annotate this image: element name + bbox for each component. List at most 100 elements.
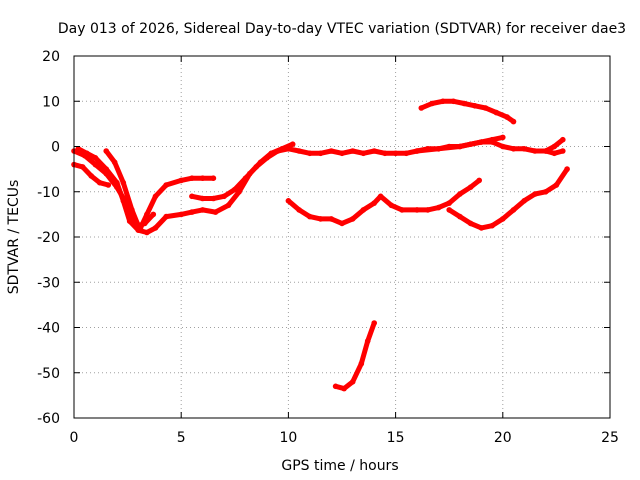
- data-point: [399, 207, 405, 213]
- data-point: [103, 148, 109, 154]
- x-tick-label: 0: [70, 430, 79, 446]
- data-point: [521, 146, 527, 152]
- data-point: [440, 98, 446, 105]
- data-point: [144, 229, 150, 236]
- data-point: [371, 200, 378, 206]
- data-point: [457, 143, 463, 150]
- data-point: [75, 146, 82, 152]
- data-point: [467, 184, 474, 190]
- data-point: [253, 164, 259, 170]
- y-axis-label: SDTVAR / TECUs: [6, 180, 22, 295]
- data-point: [510, 118, 517, 125]
- data-point: [446, 207, 453, 213]
- data-point: [96, 179, 103, 186]
- data-point: [339, 220, 345, 227]
- data-point: [274, 148, 281, 154]
- series-arc-8: [418, 98, 517, 125]
- data-point: [317, 216, 324, 222]
- data-point: [129, 207, 135, 213]
- data-point: [349, 216, 356, 222]
- data-point: [339, 150, 345, 157]
- data-point: [360, 150, 367, 157]
- y-tick-label: 0: [51, 140, 60, 156]
- data-point: [178, 211, 184, 218]
- data-point: [551, 150, 558, 157]
- data-point: [135, 227, 142, 233]
- data-point: [296, 207, 302, 213]
- data-point: [114, 179, 120, 186]
- data-point: [360, 207, 367, 213]
- data-point: [478, 225, 485, 231]
- data-point: [472, 103, 478, 109]
- data-point: [79, 164, 86, 170]
- data-point: [285, 146, 292, 152]
- data-point: [199, 195, 206, 202]
- data-point: [199, 207, 206, 213]
- data-point: [135, 222, 142, 229]
- series-arc-10: [542, 136, 566, 154]
- data-point: [542, 148, 549, 154]
- chart-title: Day 013 of 2026, Sidereal Day-to-day VTE…: [58, 21, 626, 37]
- data-point: [371, 320, 378, 326]
- data-point: [212, 209, 219, 215]
- series-arc-2: [71, 161, 112, 188]
- data-point: [377, 193, 384, 200]
- data-point: [142, 220, 148, 227]
- data-point: [504, 114, 510, 120]
- data-point: [489, 222, 495, 229]
- data-point: [478, 139, 485, 145]
- data-point: [152, 225, 159, 231]
- data-point: [307, 150, 313, 157]
- data-point: [349, 379, 356, 385]
- data-point: [403, 150, 410, 157]
- data-point: [500, 216, 506, 222]
- data-point: [232, 186, 238, 193]
- data-point: [457, 191, 463, 197]
- series-arc-9: [446, 166, 570, 231]
- data-point: [328, 148, 335, 154]
- y-tick-label: -50: [37, 366, 60, 382]
- data-point: [199, 175, 206, 181]
- y-tick-label: -10: [37, 185, 60, 201]
- data-point: [317, 150, 324, 157]
- data-point: [210, 195, 217, 202]
- data-point: [429, 100, 435, 107]
- data-point: [120, 179, 127, 186]
- data-point: [521, 198, 527, 204]
- data-point: [88, 173, 94, 179]
- data-point: [450, 98, 457, 105]
- series-arc-1: [71, 148, 217, 231]
- data-point: [493, 109, 500, 116]
- data-series-layer: [71, 98, 570, 392]
- data-point: [189, 209, 195, 215]
- x-tick-label: 25: [601, 430, 619, 446]
- data-point: [371, 148, 378, 154]
- data-point: [189, 193, 195, 200]
- data-point: [532, 191, 538, 197]
- data-point: [126, 218, 133, 224]
- data-point: [150, 211, 157, 218]
- data-point: [467, 220, 474, 227]
- data-point: [92, 155, 99, 161]
- data-point: [532, 148, 538, 154]
- data-point: [500, 134, 506, 141]
- y-tick-label: -60: [37, 411, 60, 427]
- data-point: [332, 383, 339, 390]
- data-point: [289, 141, 296, 147]
- data-point: [560, 136, 566, 143]
- y-tick-label: 20: [42, 49, 60, 65]
- data-point: [476, 177, 483, 184]
- series-arc-4: [103, 148, 157, 229]
- data-point: [210, 175, 217, 181]
- series-line: [446, 166, 570, 231]
- data-point: [564, 166, 570, 172]
- data-point: [221, 193, 227, 200]
- data-point: [120, 198, 127, 204]
- data-point: [435, 146, 442, 152]
- data-point: [144, 211, 150, 218]
- x-tick-label: 10: [279, 430, 297, 446]
- x-tick-label: 20: [494, 430, 512, 446]
- series-arc-7: [285, 177, 483, 227]
- y-tick-label: -30: [37, 275, 60, 291]
